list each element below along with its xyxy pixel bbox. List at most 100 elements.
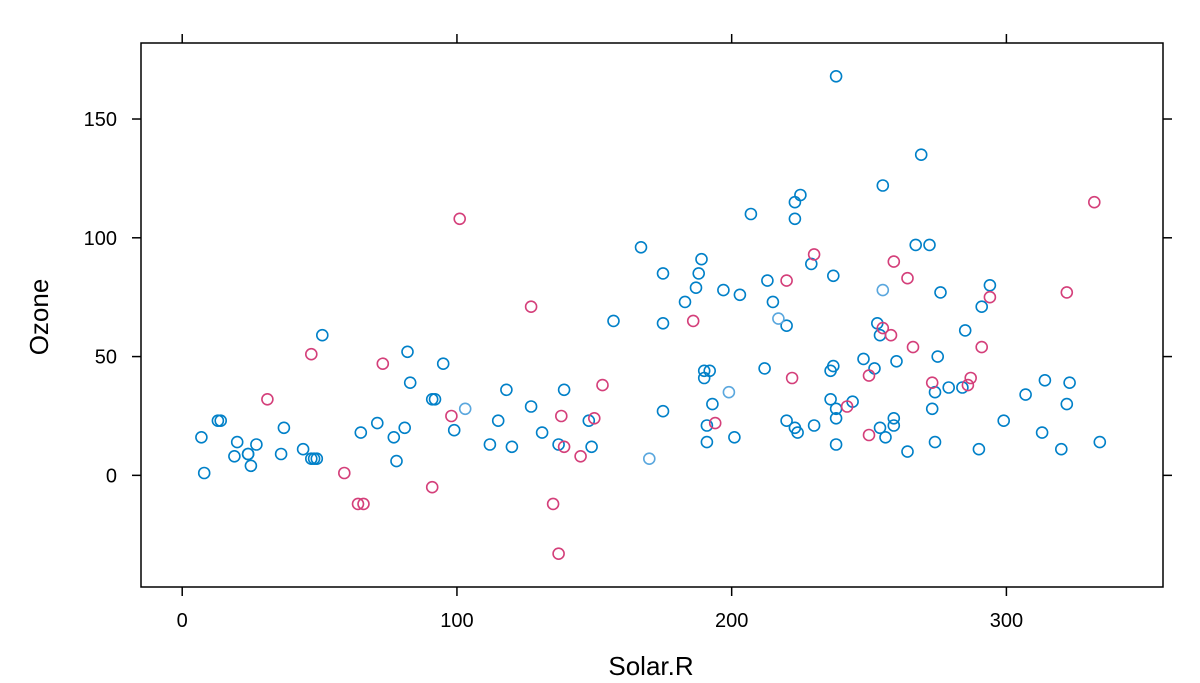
data-point-observed: [788, 195, 802, 209]
data-point-observed: [873, 328, 887, 342]
data-point-imputed: [887, 255, 901, 268]
data-point-observed: [829, 411, 843, 425]
data-point-observed: [744, 207, 758, 221]
data-point-observed: [607, 314, 620, 328]
data-point-imputed: [906, 340, 920, 354]
data-point-observed: [975, 300, 989, 314]
data-point-observed: [923, 238, 936, 252]
data-point-imputed: [552, 547, 565, 561]
x-tick-label: 100: [440, 610, 473, 632]
data-point-observed: [491, 414, 505, 428]
data-point-observed: [692, 267, 706, 280]
data-point-observed: [733, 288, 747, 302]
data-point-observed: [585, 440, 598, 454]
data-point-imputed: [840, 400, 854, 413]
data-point-observed: [788, 212, 802, 226]
data-point-observed: [697, 364, 711, 378]
data-point-observed: [700, 419, 714, 432]
data-point-imputed: [901, 271, 914, 285]
data-point-observed: [354, 426, 368, 439]
y-tick-label: 0: [106, 465, 117, 487]
data-point-observed: [925, 402, 939, 416]
data-point-observed: [552, 438, 565, 451]
data-point-observed: [634, 241, 648, 254]
data-point-observed: [879, 430, 892, 444]
data-point-imputed: [862, 369, 876, 382]
data-point-observed: [197, 466, 211, 480]
data-point-observed: [524, 400, 538, 413]
data-point-observed: [958, 324, 972, 337]
data-point-imputed: [574, 449, 587, 463]
x-tick-label: 0: [177, 610, 188, 632]
data-point-observed: [901, 445, 914, 458]
x-tick-label: 200: [715, 610, 748, 632]
data-point-imputed: [554, 409, 568, 423]
data-point-observed-light: [722, 385, 736, 399]
data-point-observed: [794, 188, 807, 202]
data-point-observed: [505, 440, 519, 454]
data-point-observed: [689, 281, 703, 295]
data-point-observed: [728, 430, 741, 444]
data-point-observed: [826, 359, 840, 373]
data-point-imputed: [961, 378, 975, 392]
data-point-observed: [956, 381, 969, 394]
data-point-imputed: [261, 392, 274, 406]
data-point-observed: [656, 316, 670, 330]
data-point-observed: [931, 350, 945, 363]
data-point-imputed: [337, 466, 351, 480]
data-point-observed: [758, 362, 771, 375]
data-point-observed: [1093, 435, 1107, 449]
data-point-imputed: [975, 340, 989, 354]
data-point-observed: [700, 435, 714, 449]
y-tick-label: 150: [84, 109, 117, 131]
data-point-observed: [983, 278, 997, 292]
data-point-imputed: [925, 376, 939, 390]
data-point-observed: [876, 179, 890, 192]
data-point-observed: [656, 267, 670, 280]
data-point-observed: [387, 430, 401, 444]
data-point-observed: [582, 414, 596, 428]
data-point-imputed: [983, 290, 997, 304]
data-point-observed: [791, 426, 804, 439]
axis-ticks: 0 100 200 300 0 50 100 150: [84, 34, 1172, 632]
data-point-observed: [1038, 373, 1052, 387]
data-point-observed: [228, 449, 241, 463]
data-point-observed: [857, 352, 870, 366]
data-point-observed: [890, 354, 903, 368]
data-point-imputed: [1060, 286, 1074, 299]
data-point-imputed: [876, 321, 890, 335]
data-point-imputed: [964, 371, 978, 385]
data-point-observed: [829, 438, 843, 451]
data-point-observed: [1063, 376, 1076, 390]
data-point-observed: [807, 419, 821, 432]
data-point-observed: [557, 383, 571, 397]
y-axis-title: Ozone: [24, 279, 54, 356]
data-point-observed: [887, 419, 901, 432]
data-point-observed-light: [772, 312, 785, 325]
data-point-imputed: [862, 428, 876, 442]
data-point-imputed: [304, 347, 318, 361]
data-point-observed: [972, 442, 986, 456]
data-point-imputed: [357, 497, 370, 511]
data-point-observed: [1055, 442, 1068, 456]
x-tick-label: 300: [990, 610, 1023, 632]
data-point-observed: [868, 362, 881, 375]
data-point-observed: [826, 269, 840, 283]
data-point-observed: [436, 357, 450, 371]
data-point-imputed: [785, 371, 799, 385]
data-point-observed: [766, 295, 780, 309]
data-point-observed: [428, 392, 442, 406]
data-point-observed: [997, 414, 1011, 428]
data-point-observed: [1035, 426, 1049, 439]
data-point-observed: [244, 459, 258, 473]
data-point-observed: [703, 364, 717, 378]
data-point-observed: [824, 392, 837, 406]
y-tick-label: 100: [84, 228, 117, 250]
data-point-imputed: [524, 300, 538, 314]
data-point-observed: [447, 423, 461, 437]
data-point-observed: [403, 376, 417, 390]
data-point-observed: [761, 274, 774, 287]
data-point-observed: [780, 414, 793, 428]
data-point-imputed: [376, 357, 390, 371]
data-point-imputed: [445, 409, 458, 423]
